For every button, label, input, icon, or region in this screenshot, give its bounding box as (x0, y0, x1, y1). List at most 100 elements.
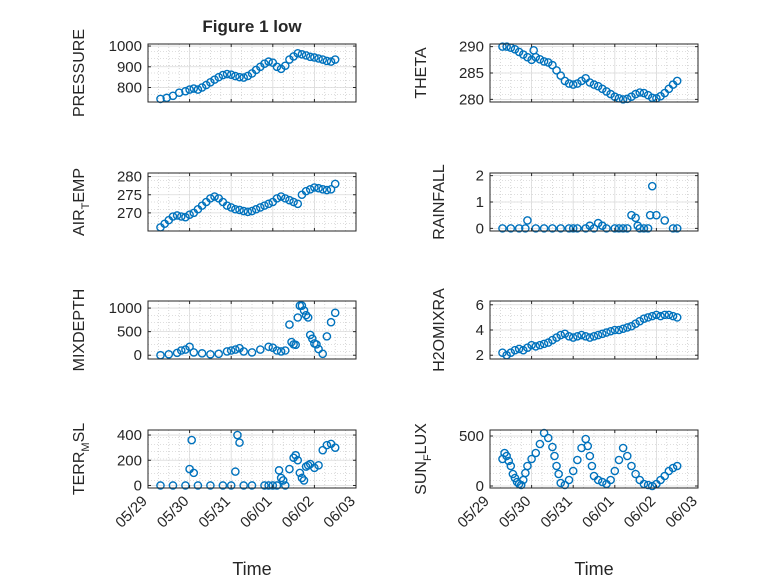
data-point (647, 93, 657, 103)
data-point (535, 54, 545, 64)
data-point (231, 345, 240, 354)
panel-theta: 280 285 290 THETA (413, 39, 699, 108)
data-point (301, 51, 311, 60)
data-point (189, 84, 199, 93)
data-point (312, 340, 321, 349)
data-point (618, 224, 628, 233)
data-point (176, 212, 186, 221)
data-point (260, 481, 269, 490)
y-axis-label: AIRTEMP (71, 168, 92, 236)
data-point (285, 320, 294, 329)
data-point (185, 210, 194, 219)
data-point (652, 210, 661, 220)
data-point (181, 481, 190, 490)
y-tick-label: 0 (134, 347, 142, 364)
y-tick-label: 280 (117, 169, 142, 186)
data-point (639, 224, 649, 233)
x-tick-label: 06/02 (279, 493, 318, 532)
data-point (531, 342, 541, 351)
data-point (322, 332, 332, 341)
data-point (256, 203, 265, 212)
data-point (168, 212, 178, 221)
data-point (593, 475, 603, 485)
y-axis-label: MIXDEPTH (71, 289, 88, 372)
y-tick-label: 400 (117, 427, 142, 444)
data-point (231, 467, 240, 476)
data-point (268, 481, 278, 490)
data-point (260, 59, 269, 68)
data-point (652, 310, 661, 320)
data-point (598, 329, 607, 339)
y-tick-label: 200 (117, 452, 142, 469)
data-point (506, 224, 516, 233)
data-point (193, 85, 203, 94)
data-point (299, 476, 309, 485)
y-tick-label: 2 (476, 347, 484, 364)
data-point (330, 308, 340, 318)
data-point (535, 340, 545, 350)
data-point (502, 451, 511, 461)
data-point (514, 224, 524, 233)
data-point (527, 454, 536, 464)
data-point (531, 448, 541, 458)
x-axis-label-left: Time (232, 559, 271, 579)
data-point (314, 183, 323, 193)
data-point (264, 199, 273, 209)
figure-title: Figure 1 low (202, 17, 302, 36)
data-point (264, 342, 273, 352)
data-point (610, 224, 620, 233)
axes-box (489, 429, 699, 489)
data-point (280, 61, 290, 71)
x-tick-label: 06/03 (320, 493, 359, 532)
data-point (531, 52, 541, 62)
data-point (552, 461, 561, 471)
data-point (214, 72, 224, 82)
data-point (243, 71, 253, 81)
data-point (226, 70, 236, 79)
data-point (672, 224, 682, 233)
data-point (645, 210, 655, 220)
data-point (539, 224, 549, 233)
data-point (231, 204, 240, 214)
data-point (326, 317, 336, 327)
data-point (185, 342, 194, 352)
data-point (583, 441, 593, 451)
data-point (185, 85, 194, 94)
data-point (660, 471, 670, 481)
x-tick-label: 06/03 (662, 493, 701, 532)
data-point (635, 224, 645, 233)
data-point (568, 333, 578, 342)
data-point (243, 207, 253, 217)
data-point (297, 473, 307, 483)
data-point (543, 433, 553, 443)
data-point (326, 57, 336, 66)
data-point (631, 213, 640, 223)
data-point (293, 455, 303, 465)
data-point (218, 70, 228, 80)
data-point (552, 66, 561, 75)
data-point (523, 216, 532, 225)
data-point (264, 57, 273, 66)
axes-box (147, 172, 357, 232)
data-point (314, 54, 323, 63)
data-point (668, 311, 678, 321)
data-point (193, 481, 203, 490)
data-point (187, 435, 196, 445)
y-tick-label: 0 (476, 478, 484, 495)
data-point (276, 473, 286, 483)
data-point (168, 481, 178, 490)
data-point (585, 333, 595, 342)
panel-mixdepth: 0 500 1000 MIXDEPTH (71, 289, 357, 372)
axes-box (147, 429, 357, 489)
data-point (622, 451, 632, 461)
data-point (593, 330, 603, 340)
y-tick-label: 4 (476, 322, 484, 339)
data-point (305, 52, 315, 62)
data-point (272, 481, 282, 490)
data-point (589, 332, 599, 341)
data-point (256, 345, 265, 354)
data-point (627, 461, 636, 471)
data-point (322, 440, 332, 450)
data-point (322, 56, 332, 66)
